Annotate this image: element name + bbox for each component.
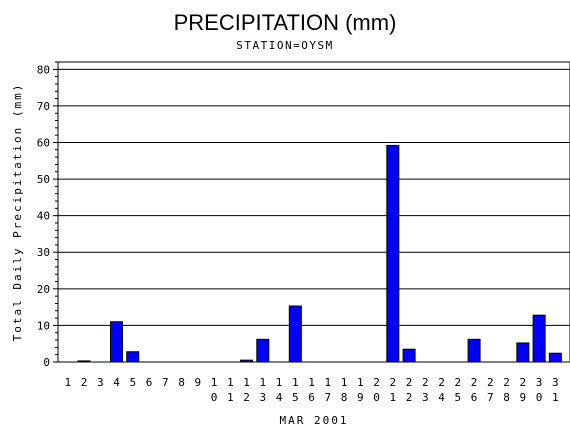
- bar-day-21: [386, 144, 400, 363]
- x-axis-label: MAR 2001: [280, 414, 349, 427]
- y-tick-label: 0: [43, 356, 50, 369]
- chart-subtitle: STATION=OYSM: [236, 39, 333, 52]
- y-tick-label: 60: [37, 136, 50, 149]
- y-axis-ticks: 0 10 20 30 40 50 60 70 80: [37, 61, 58, 369]
- bar-day-29: [516, 342, 530, 363]
- x-tick-label: 4: [113, 376, 120, 389]
- y-tick-label: 80: [37, 63, 50, 76]
- bar-day-26: [467, 338, 481, 363]
- y-tick-label: 30: [37, 246, 50, 259]
- grid-lines: [58, 68, 570, 326]
- bar-day-30: [532, 314, 546, 363]
- x-tick-label: 2: [81, 376, 88, 389]
- y-tick-label: 20: [37, 283, 50, 296]
- plot-frame: [57, 61, 570, 363]
- y-tick-label: 10: [37, 319, 50, 332]
- chart-title: PRECIPITATION (mm): [174, 10, 397, 35]
- bars: [77, 144, 562, 363]
- bar-day-13: [256, 338, 270, 363]
- x-tick-label: 3: [97, 376, 104, 389]
- x-tick-label: 1: [64, 376, 71, 389]
- y-axis-label: Total Daily Precipitation (mm): [11, 83, 24, 342]
- y-tick-label: 70: [37, 100, 50, 113]
- x-tick-label: 8: [178, 376, 185, 389]
- x-tick-label: 6: [146, 376, 153, 389]
- y-tick-label: 40: [37, 210, 50, 223]
- x-tick-label: 5: [129, 376, 136, 389]
- bar-day-5: [126, 351, 140, 363]
- bar-day-4: [110, 321, 124, 363]
- x-tick-label: 7: [162, 376, 169, 389]
- x-tick-label: 9: [194, 376, 201, 389]
- bar-day-22: [402, 348, 416, 363]
- bar-day-15: [288, 305, 302, 363]
- x-axis-ticks: 1 2 3 4 5 6 7 8 9 1 01 11 21 31 41 51 61 71 81 92 02 12 22 32 42…: [64, 376, 558, 404]
- y-tick-label: 50: [37, 173, 50, 186]
- bar-day-31: [548, 352, 562, 363]
